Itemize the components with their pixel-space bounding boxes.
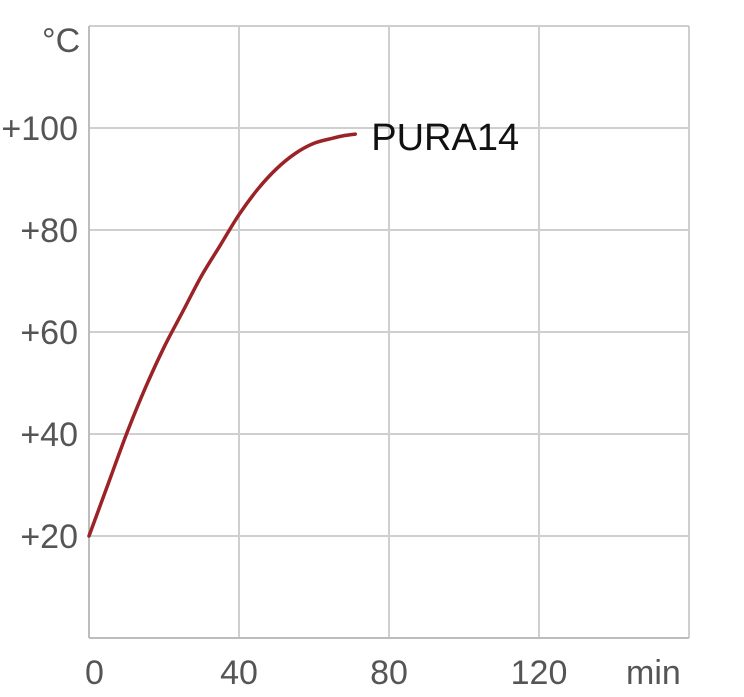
y-tick-label: +100 [1,110,78,148]
x-tick-label: 120 [511,654,568,692]
y-tick-label: +60 [20,314,78,352]
y-tick-label: +80 [20,212,78,250]
tick-labels: 0 40 80 120 +20 +40 +60 +80 +100 [1,110,567,692]
y-tick-label: +40 [20,416,78,454]
x-tick-label: 0 [85,654,104,692]
x-tick-label: 40 [220,654,258,692]
series: PURA14 [87,117,519,538]
series-label: PURA14 [371,117,519,159]
series-line-pura14 [87,132,357,538]
x-axis-unit: min [626,654,681,692]
x-tick-label: 80 [370,654,408,692]
y-axis-unit: °C [42,22,80,60]
y-tick-label: +20 [20,518,78,556]
